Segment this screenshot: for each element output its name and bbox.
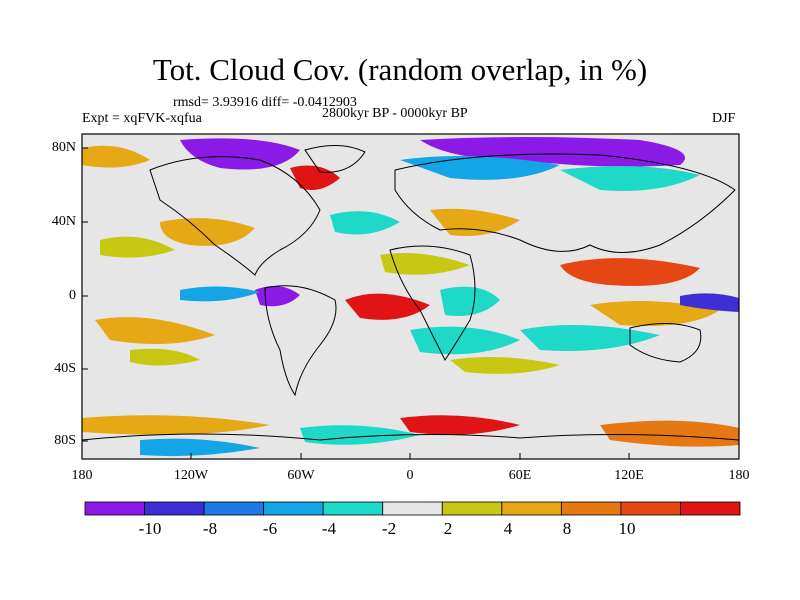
colorbar-label: 4	[503, 519, 513, 538]
colorbar-swatch	[203, 501, 265, 516]
colorbar-label: -2	[381, 519, 397, 538]
lat-label: 40S	[54, 361, 76, 376]
season-label: DJF	[712, 111, 736, 126]
colorbar-swatch	[501, 501, 562, 516]
colorbar-swatch	[560, 501, 622, 516]
region-antarctic-orange-2	[600, 420, 739, 447]
lon-label: 0	[406, 468, 414, 483]
region-pacific-purple	[255, 286, 300, 307]
region-arctic-negative-2	[420, 137, 685, 167]
colorbar-label: -10	[138, 519, 162, 538]
lat-label: 80S	[54, 433, 76, 448]
colorbar-label: -4	[321, 519, 337, 538]
stats-line: rmsd= 3.93916 diff= -0.0412903	[173, 95, 357, 110]
colorbar-swatch	[144, 501, 205, 516]
region-antarctic-red	[400, 415, 520, 435]
region-antarctic-orange	[82, 415, 270, 435]
region-south-atlantic-cyan	[410, 326, 520, 355]
lon-label: 120E	[614, 468, 644, 483]
colorbar-swatch	[322, 501, 384, 516]
region-pacific-blue	[180, 286, 260, 302]
region-south-pacific-yellow	[130, 348, 200, 366]
colorbar	[84, 501, 741, 516]
coast-eurasia	[394, 153, 736, 253]
region-indian-red	[560, 258, 700, 286]
coast-antarctica	[82, 433, 739, 441]
region-asia-yellow	[380, 252, 470, 275]
lon-label: 60W	[287, 468, 315, 483]
axis-ticks	[81, 147, 740, 459]
region-pacific-orange	[160, 218, 255, 246]
lat-label: 80N	[51, 140, 76, 155]
region-indian-orange	[590, 301, 720, 326]
region-arctic-negative	[180, 138, 300, 170]
period-label: 2800kyr BP - 0000kyr BP	[322, 106, 468, 121]
region-pacific-yellow	[100, 236, 175, 258]
region-west-pacific-purple	[680, 293, 739, 312]
colorbar-label: 8	[562, 519, 572, 538]
coast-australia	[629, 322, 702, 363]
region-antarctic-cyan	[300, 425, 420, 445]
lon-label: 180	[71, 468, 93, 483]
colorbar-swatch	[441, 501, 503, 516]
coastlines	[82, 145, 739, 441]
region-south-yellow	[450, 356, 560, 374]
region-south-pacific-orange	[95, 317, 215, 344]
lat-label: 40N	[51, 214, 76, 229]
experiment-label: Expt = xqFVK-xqfua	[82, 111, 202, 126]
coast-north-america	[149, 156, 321, 276]
coast-africa	[389, 245, 476, 361]
region-south-indian-cyan	[520, 325, 660, 351]
region-north-america-red	[290, 165, 340, 191]
colorbar-label: 2	[443, 519, 453, 538]
colorbar-label: -8	[202, 519, 218, 538]
colorbar-swatch	[263, 501, 324, 516]
colorbar-swatch	[84, 501, 145, 516]
coast-greenland	[304, 145, 366, 173]
colorbar-swatch	[382, 501, 443, 516]
anomaly-field	[82, 137, 739, 457]
lon-label: 60E	[508, 468, 532, 483]
region-greenland-orange	[82, 145, 150, 168]
region-arctic-cyan	[560, 166, 700, 191]
colorbar-swatch	[680, 501, 741, 516]
region-antarctic-blue	[140, 438, 260, 457]
colorbar-label: -6	[262, 519, 278, 538]
map-title: Tot. Cloud Cov. (random overlap, in %)	[152, 52, 648, 87]
colorbar-label: 10	[618, 519, 636, 538]
lat-label: 0	[69, 288, 76, 303]
region-atlantic-cyan	[330, 211, 400, 235]
region-atlantic-red	[345, 293, 430, 320]
region-africa-cyan	[440, 286, 500, 316]
colorbar-swatch	[620, 501, 681, 516]
coast-south-america	[264, 285, 337, 397]
lon-label: 120W	[173, 468, 209, 483]
lon-label: 180	[728, 468, 750, 483]
